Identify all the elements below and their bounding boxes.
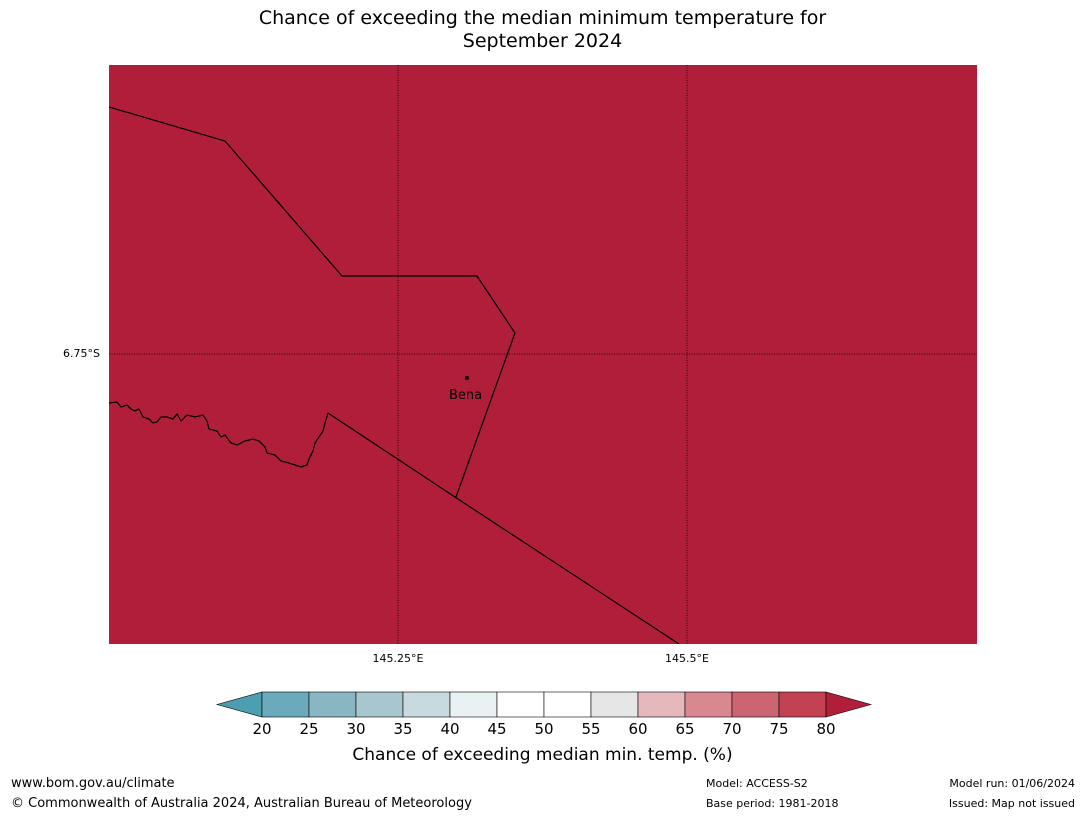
colorbar-extend-low — [215, 691, 263, 718]
footer-model: Model: ACCESS-S2 — [706, 777, 808, 790]
colorbar-label: Chance of exceeding median min. temp. (%… — [352, 745, 733, 765]
map-title: Chance of exceeding the median minimum t… — [0, 7, 1085, 53]
lon-label-145-5: 145.5°E — [665, 652, 709, 665]
footer-model-run: Model run: 01/06/2024 — [949, 777, 1075, 790]
colorbar-tick-label: 65 — [675, 720, 695, 738]
colorbar-segment — [308, 691, 357, 718]
colorbar-segment — [355, 691, 404, 718]
colorbar-extend-high — [825, 691, 872, 718]
colorbar-tick-label: 60 — [628, 720, 648, 738]
footer-issued: Issued: Map not issued — [948, 797, 1075, 810]
river-line — [109, 401, 329, 468]
colorbar-segment — [449, 691, 498, 718]
lon-label-145-25: 145.25°E — [372, 652, 424, 665]
colorbar-ticks: 20 25 30 35 40 45 50 55 60 65 70 75 80 — [0, 720, 1085, 740]
colorbar-tick-label: 25 — [299, 720, 319, 738]
map-title-line1: Chance of exceeding the median minimum t… — [258, 7, 827, 29]
place-label-bena: Bena — [449, 388, 483, 403]
colorbar-tick-label: 70 — [722, 720, 742, 738]
colorbar-segment — [402, 691, 451, 718]
footer-base-period: Base period: 1981-2018 — [706, 797, 839, 810]
lat-label-6-75: 6.75°S — [63, 347, 100, 360]
colorbar-segment — [684, 691, 733, 718]
colorbar-segment — [261, 691, 310, 718]
colorbar-tick-label: 55 — [581, 720, 601, 738]
colorbar — [215, 691, 872, 718]
colorbar-segment — [778, 691, 827, 718]
footer-url: www.bom.gov.au/climate — [11, 776, 175, 791]
footer-copyright: © Commonwealth of Australia 2024, Austra… — [11, 796, 472, 811]
colorbar-tick-label: 50 — [534, 720, 554, 738]
colorbar-tick-label: 45 — [487, 720, 507, 738]
colorbar-tick-label: 80 — [816, 720, 836, 738]
colorbar-tick-label: 35 — [393, 720, 413, 738]
colorbar-segment — [637, 691, 686, 718]
province-boundary — [109, 106, 516, 498]
colorbar-segment — [496, 691, 545, 718]
colorbar-segment — [543, 691, 592, 718]
colorbar-segment — [590, 691, 639, 718]
map-title-line2: September 2024 — [462, 30, 623, 52]
map-panel — [109, 65, 977, 644]
colorbar-tick-label: 75 — [769, 720, 789, 738]
colorbar-segment — [731, 691, 780, 718]
bena-marker — [465, 376, 469, 380]
border-line — [327, 412, 680, 644]
colorbar-tick-label: 20 — [252, 720, 272, 738]
colorbar-tick-label: 30 — [346, 720, 366, 738]
colorbar-tick-label: 40 — [440, 720, 460, 738]
map-lines — [109, 65, 977, 644]
